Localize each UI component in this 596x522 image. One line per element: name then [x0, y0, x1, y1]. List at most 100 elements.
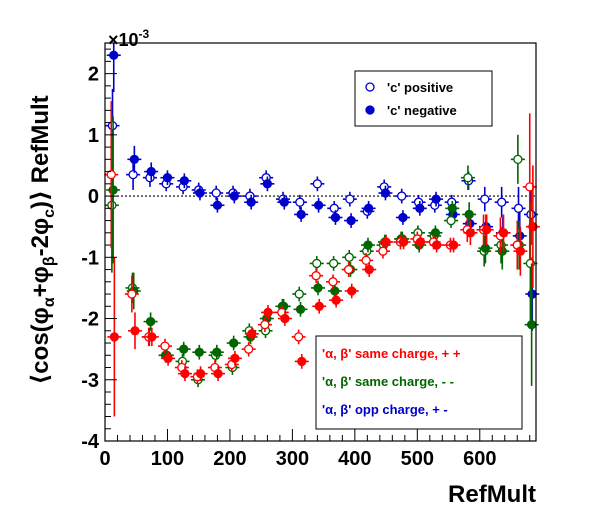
- point-marker: [431, 194, 441, 204]
- data-point: [244, 194, 259, 210]
- data-point: [344, 283, 359, 299]
- data-point: [226, 335, 241, 351]
- point-marker: [163, 353, 173, 363]
- data-point: [460, 165, 475, 190]
- data-point: [375, 243, 390, 259]
- data-point: [293, 302, 308, 317]
- point-marker: [229, 191, 239, 201]
- x-tick-label: 600: [463, 448, 496, 470]
- data-point: [463, 220, 478, 246]
- data-point: [277, 311, 292, 326]
- data-point: [309, 256, 324, 271]
- point-marker: [415, 237, 426, 247]
- point-marker: [244, 344, 254, 354]
- point-marker: [230, 353, 240, 363]
- data-point: [310, 176, 325, 192]
- data-point: [257, 317, 272, 333]
- data-point: [413, 234, 428, 250]
- x-axis-title: RefMult: [448, 481, 536, 508]
- point-marker: [129, 154, 140, 164]
- point-marker: [482, 225, 492, 235]
- legend-label: 'α, β' same charge, + +: [322, 346, 461, 361]
- point-marker: [160, 341, 170, 351]
- data-point: [160, 170, 175, 186]
- data-point: [522, 113, 537, 261]
- data-point: [161, 350, 176, 366]
- point-marker: [212, 347, 222, 357]
- data-point: [412, 200, 427, 216]
- point-marker: [497, 246, 507, 256]
- data-point: [177, 173, 192, 189]
- point-marker: [378, 246, 388, 256]
- point-marker: [295, 197, 305, 207]
- data-point: [127, 312, 142, 350]
- data-point: [294, 354, 309, 369]
- point-marker: [328, 258, 339, 269]
- data-point: [378, 185, 393, 201]
- point-marker: [347, 286, 357, 296]
- data-point: [261, 305, 276, 320]
- point-marker: [162, 173, 173, 183]
- point-marker: [313, 283, 323, 293]
- data-point: [496, 214, 511, 252]
- point-marker: [480, 194, 490, 204]
- y-tick-label: 0: [88, 186, 99, 208]
- y-tick-label: -3: [81, 370, 99, 392]
- point-marker: [447, 203, 457, 213]
- data-point: [244, 326, 259, 342]
- data-point: [328, 210, 343, 225]
- point-marker: [109, 50, 119, 60]
- point-marker: [312, 258, 322, 269]
- data-point: [294, 207, 309, 222]
- point-marker: [345, 194, 355, 204]
- point-marker: [146, 166, 156, 177]
- point-marker: [195, 188, 205, 198]
- legend-box: [354, 70, 493, 127]
- data-point: [277, 194, 292, 210]
- data-point: [342, 249, 357, 265]
- point-marker: [213, 368, 223, 379]
- point-marker: [262, 179, 273, 189]
- data-point: [210, 197, 225, 213]
- data-point: [510, 220, 525, 270]
- point-marker: [128, 169, 138, 180]
- data-point: [445, 200, 460, 216]
- point-marker: [446, 215, 456, 226]
- x-tick-label: 0: [99, 448, 110, 470]
- point-marker: [280, 313, 290, 324]
- data-point: [311, 280, 326, 296]
- point-marker: [513, 203, 524, 213]
- data-point: [157, 338, 172, 354]
- data-point: [524, 263, 539, 386]
- data-point: [124, 275, 139, 313]
- data-point: [241, 341, 256, 357]
- data-point: [326, 256, 341, 271]
- point-marker: [398, 212, 408, 223]
- data-point: [513, 226, 528, 276]
- legend-bottom-right: 'α, β' same charge, + + 'α, β' same char…: [315, 335, 523, 430]
- data-point: [177, 366, 192, 381]
- point-marker: [180, 368, 190, 379]
- point-marker: [313, 200, 324, 210]
- series-5: [107, 165, 540, 417]
- data-point: [477, 186, 492, 212]
- data-point: [325, 274, 340, 290]
- legend-marker-filled: [365, 105, 375, 115]
- point-marker: [279, 197, 289, 207]
- point-marker: [528, 222, 538, 232]
- data-point: [144, 162, 159, 181]
- data-point: [360, 237, 375, 253]
- point-marker: [364, 264, 374, 275]
- data-point: [227, 350, 242, 366]
- y-tick-label: -1: [81, 247, 99, 269]
- legend-label: 'α, β' same charge, - -: [322, 374, 454, 389]
- point-marker: [263, 307, 273, 318]
- point-marker: [330, 286, 340, 296]
- point-marker: [398, 237, 409, 247]
- data-point: [209, 185, 224, 201]
- series-4: [104, 101, 537, 385]
- data-point: [291, 329, 306, 345]
- point-marker: [311, 271, 321, 281]
